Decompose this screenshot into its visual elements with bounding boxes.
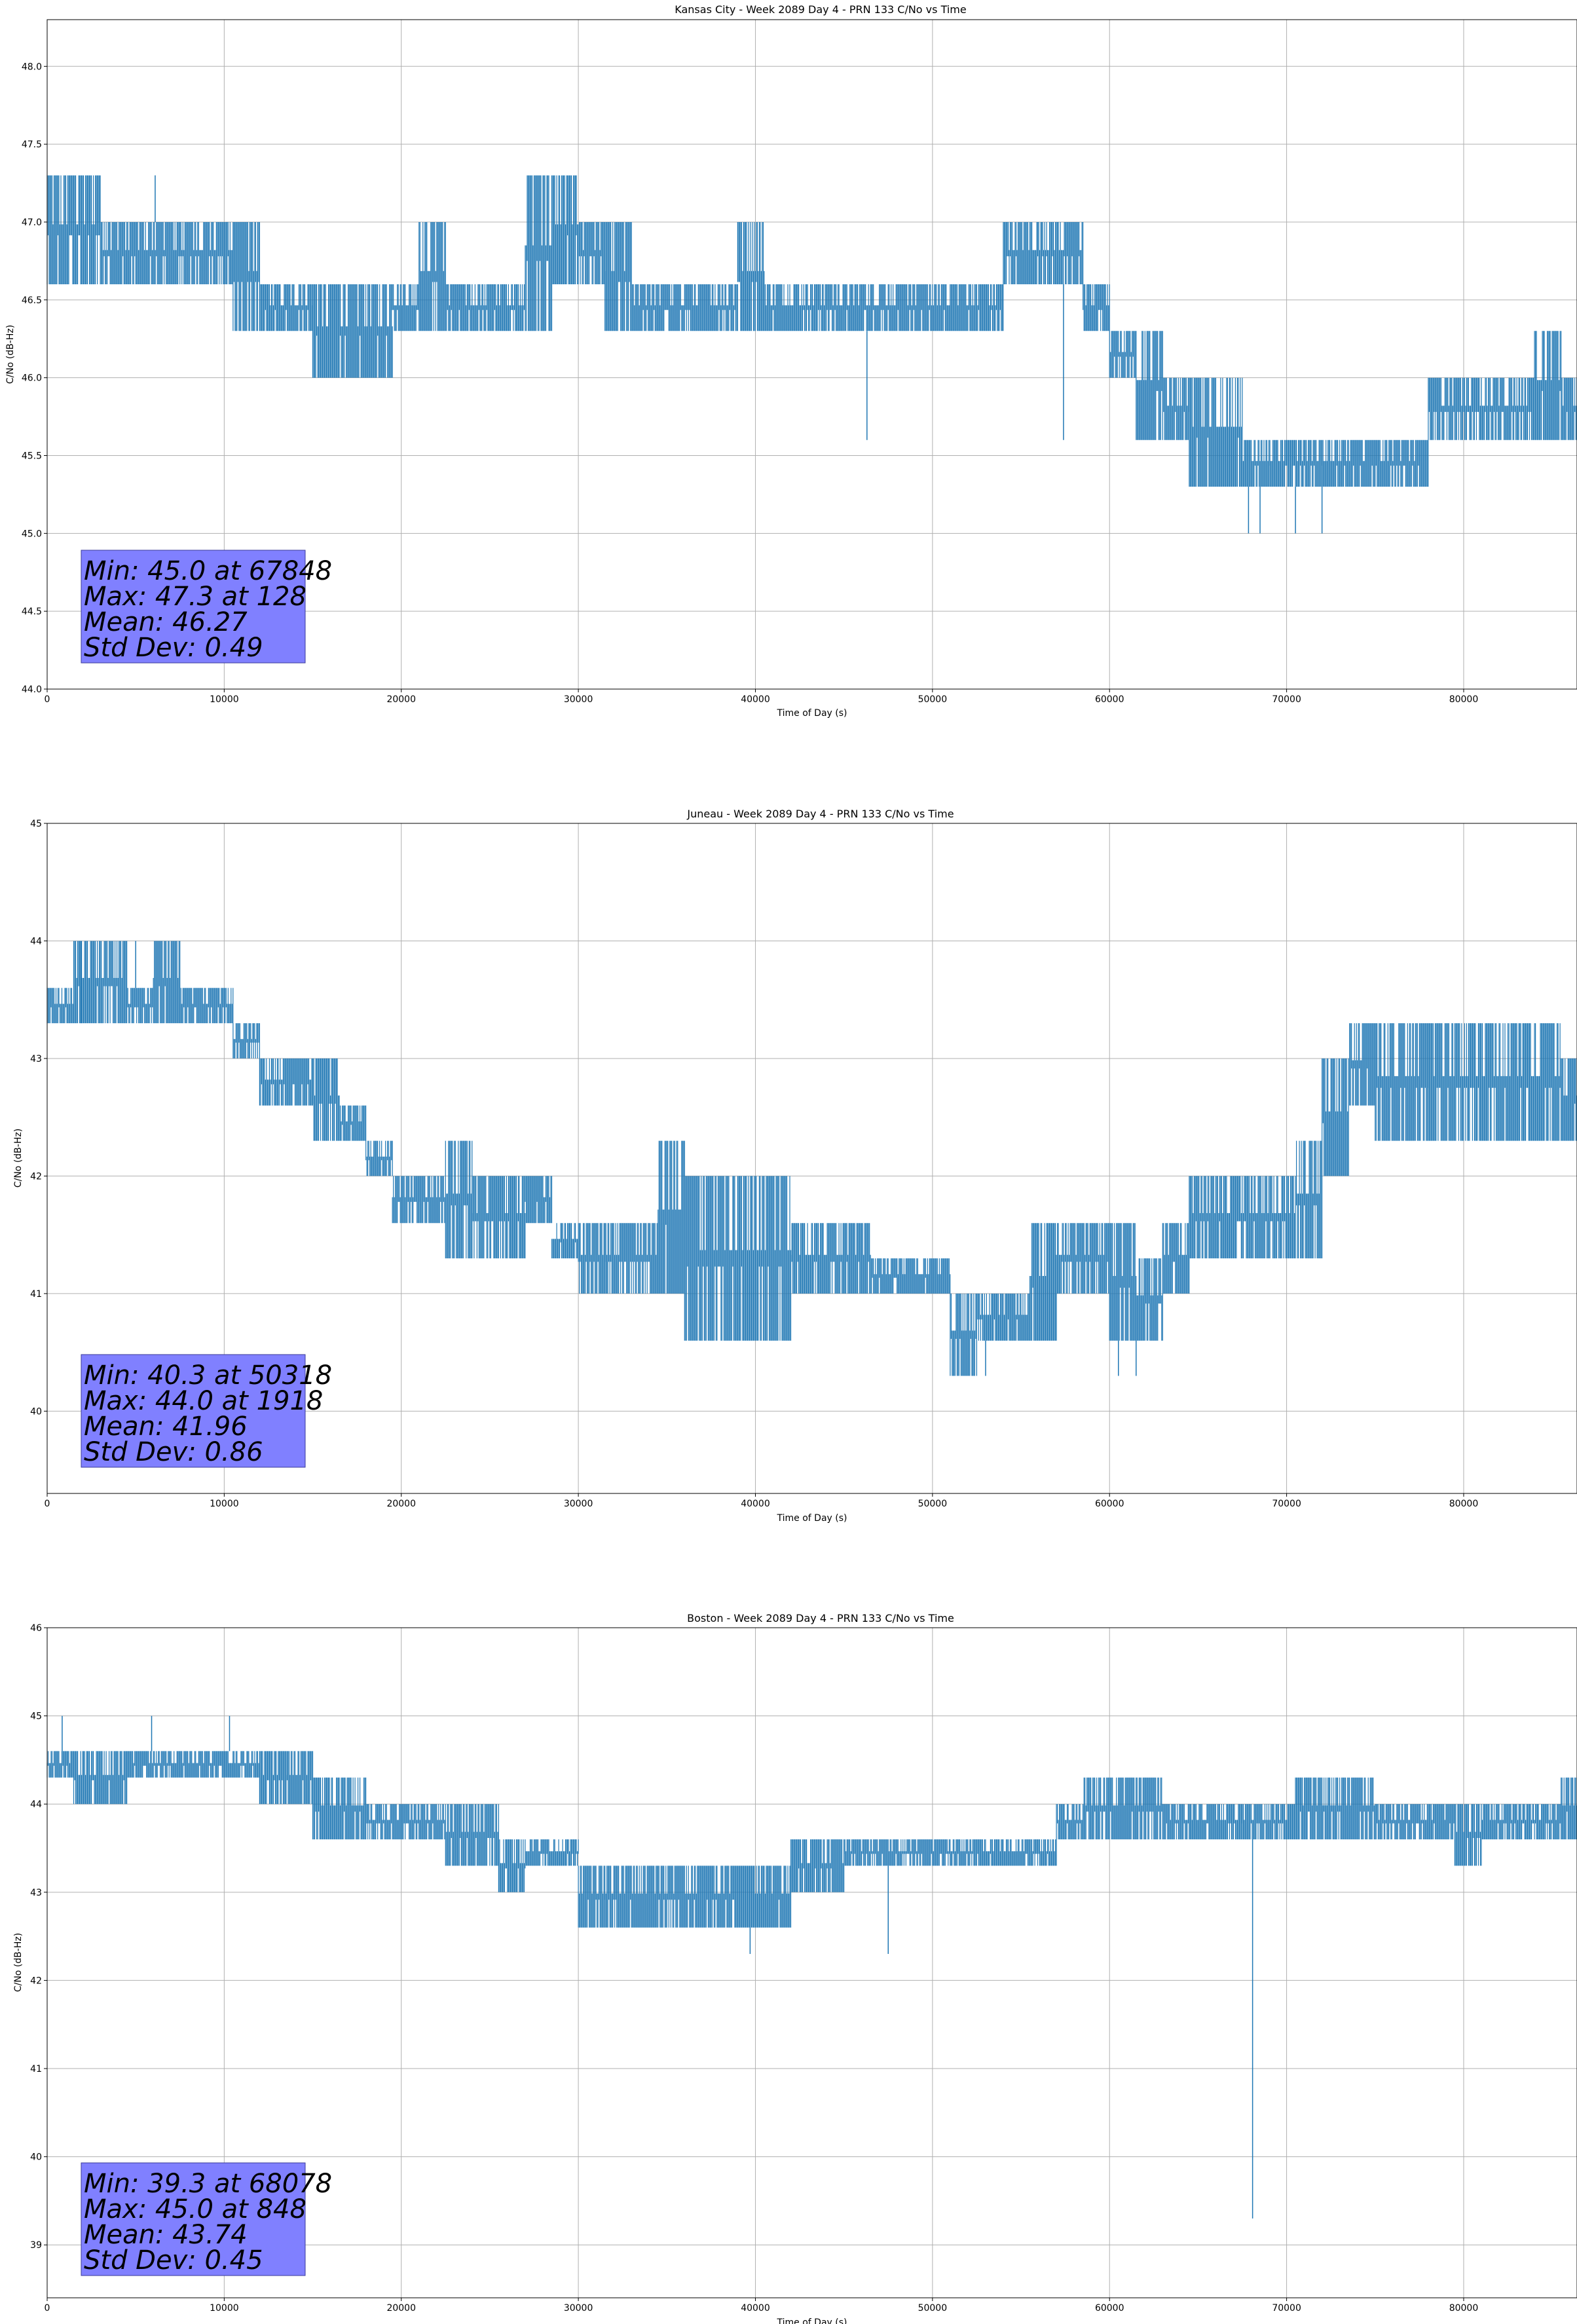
stat-mean: Mean: 41.96 xyxy=(84,1412,248,1442)
x-tick-label: 80000 xyxy=(1449,2303,1479,2314)
series-cno xyxy=(46,1715,1577,2219)
y-tick-label: 44.5 xyxy=(22,607,42,617)
stat-mean: Mean: 46.27 xyxy=(84,607,248,637)
y-axis-label: C/No (dB-Hz) xyxy=(5,325,16,384)
y-tick-label: 48.0 xyxy=(22,62,42,72)
x-tick-label: 50000 xyxy=(918,2303,948,2314)
x-tick-label: 60000 xyxy=(1095,2303,1124,2314)
x-tick-label: 20000 xyxy=(386,2303,416,2314)
x-tick-label: 70000 xyxy=(1272,2303,1301,2314)
y-tick-label: 47.5 xyxy=(22,140,42,150)
series-cno xyxy=(46,175,1577,534)
x-tick-label: 20000 xyxy=(386,1499,416,1509)
x-tick-label: 0 xyxy=(45,2303,50,2314)
stats-box: Min: 45.0 at 67848 Max: 47.3 at 128 Mean… xyxy=(81,550,332,664)
x-axis-label: Time of Day (s) xyxy=(777,708,847,719)
x-tick-label: 40000 xyxy=(741,2303,770,2314)
x-tick-label: 50000 xyxy=(918,1499,948,1509)
y-tick-label: 44.0 xyxy=(22,684,42,695)
x-tick-label: 10000 xyxy=(210,694,239,705)
stat-std-dev: Std Dev: 0.49 xyxy=(84,633,263,663)
x-tick-label: 0 xyxy=(45,1499,50,1509)
y-tick-label: 40 xyxy=(30,1406,42,1417)
y-tick-label: 46.0 xyxy=(22,373,42,384)
x-tick-label: 30000 xyxy=(564,2303,593,2314)
y-tick-label: 42 xyxy=(30,1171,42,1182)
x-tick-label: 30000 xyxy=(564,1499,593,1509)
y-tick-label: 46.5 xyxy=(22,295,42,306)
x-tick-label: 70000 xyxy=(1272,1499,1301,1509)
y-tick-label: 44 xyxy=(30,1799,42,1810)
stats-box: Min: 40.3 at 50318 Max: 44.0 at 1918 Mea… xyxy=(81,1354,332,1468)
cno-band xyxy=(46,1751,1577,1928)
x-tick-label: 70000 xyxy=(1272,694,1301,705)
axes-frame xyxy=(46,19,1577,690)
y-tick-label: 40 xyxy=(30,2152,42,2163)
chart-title: Juneau - Week 2089 Day 4 - PRN 133 C/No … xyxy=(686,808,954,820)
x-tick-label: 60000 xyxy=(1095,694,1124,705)
y-tick-label: 44 xyxy=(30,936,42,946)
y-tick-label: 39 xyxy=(30,2240,42,2251)
y-axis-label: C/No (dB-Hz) xyxy=(13,1933,24,1992)
y-tick-label: 45 xyxy=(30,1712,42,1722)
stats-box: Min: 39.3 at 68078 Max: 45.0 at 848 Mean… xyxy=(81,2162,332,2276)
grid xyxy=(46,1627,1577,2298)
x-tick-label: 10000 xyxy=(210,2303,239,2314)
stat-min: Min: 40.3 at 50318 xyxy=(84,1360,332,1391)
axes-frame xyxy=(46,823,1577,1494)
y-tick-label: 45.5 xyxy=(22,451,42,461)
y-tick-label: 45.0 xyxy=(22,529,42,539)
series-cno xyxy=(46,941,1577,1376)
chart-title: Boston - Week 2089 Day 4 - PRN 133 C/No … xyxy=(687,1612,954,1624)
stat-std-dev: Std Dev: 0.86 xyxy=(84,1437,263,1467)
y-tick-label: 41 xyxy=(30,1289,42,1300)
ticks: 0 10000 20000 30000 40000 50000 60000 70000 8000… xyxy=(22,62,1478,705)
y-tick-label: 46 xyxy=(30,1623,42,1634)
chart-kansas-city: Kansas City - Week 2089 Day 4 - PRN 133 … xyxy=(5,3,1577,719)
y-tick-label: 47.0 xyxy=(22,217,42,228)
x-tick-label: 30000 xyxy=(564,694,593,705)
stat-min: Min: 39.3 at 68078 xyxy=(84,2169,332,2199)
stat-min: Min: 45.0 at 67848 xyxy=(84,556,332,586)
stat-max: Max: 47.3 at 128 xyxy=(84,582,306,612)
stat-max: Max: 44.0 at 1918 xyxy=(84,1386,323,1416)
chart-title: Kansas City - Week 2089 Day 4 - PRN 133 … xyxy=(675,3,966,16)
cno-band xyxy=(46,941,1577,1376)
stat-max: Max: 45.0 at 848 xyxy=(84,2194,306,2224)
x-tick-label: 80000 xyxy=(1449,694,1479,705)
x-tick-label: 40000 xyxy=(741,1499,770,1509)
ticks: 0 10000 20000 30000 40000 50000 60000 70000 8000… xyxy=(30,1623,1478,2314)
y-axis-label: C/No (dB-Hz) xyxy=(13,1129,24,1188)
x-tick-label: 50000 xyxy=(918,694,948,705)
x-tick-label: 0 xyxy=(45,694,50,705)
y-tick-label: 41 xyxy=(30,2064,42,2074)
chart-boston: Boston - Week 2089 Day 4 - PRN 133 C/No … xyxy=(13,1612,1577,2324)
x-tick-label: 20000 xyxy=(386,694,416,705)
y-tick-label: 43 xyxy=(30,1054,42,1064)
x-tick-label: 10000 xyxy=(210,1499,239,1509)
stat-mean: Mean: 43.74 xyxy=(84,2220,248,2250)
x-axis-label: Time of Day (s) xyxy=(777,1513,847,1524)
y-tick-label: 45 xyxy=(30,819,42,829)
stats-box-background xyxy=(81,1354,306,1468)
y-tick-label: 43 xyxy=(30,1888,42,1898)
x-axis-label: Time of Day (s) xyxy=(777,2317,847,2324)
x-tick-label: 60000 xyxy=(1095,1499,1124,1509)
stats-box-background xyxy=(81,2162,306,2276)
x-tick-label: 40000 xyxy=(741,694,770,705)
ticks: 0 10000 20000 30000 40000 50000 60000 70000 8000… xyxy=(30,819,1478,1509)
axes-frame xyxy=(46,1627,1577,2298)
y-tick-label: 42 xyxy=(30,1976,42,1986)
stat-std-dev: Std Dev: 0.45 xyxy=(84,2245,263,2276)
stats-box-background xyxy=(81,550,306,664)
chart-juneau: Juneau - Week 2089 Day 4 - PRN 133 C/No … xyxy=(13,808,1577,1524)
x-tick-label: 80000 xyxy=(1449,1499,1479,1509)
